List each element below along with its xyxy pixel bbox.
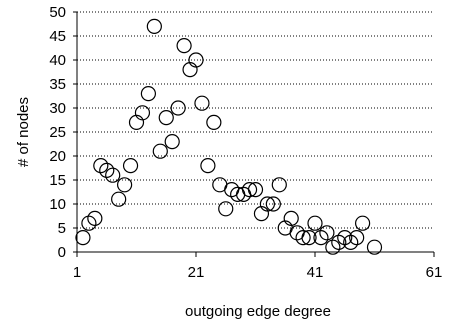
- data-point: [111, 191, 127, 207]
- data-point: [331, 234, 347, 250]
- data-point: [349, 230, 365, 246]
- data-point: [313, 230, 329, 246]
- data-point: [188, 52, 204, 68]
- data-point: [366, 239, 383, 255]
- data-point: [158, 109, 174, 126]
- gridlines: [77, 11, 434, 229]
- data-point: [134, 105, 151, 121]
- data-point: [271, 177, 287, 193]
- data-point: [140, 85, 156, 102]
- data-point: [170, 100, 186, 116]
- data-point: [295, 230, 311, 246]
- tick-labels: 0 5 10 15 20 25 30 35 40 45 50 1 21 41 61: [49, 4, 442, 281]
- data-point: [93, 158, 109, 174]
- data-point: [200, 158, 216, 174]
- y-tick-label: 30: [49, 100, 66, 117]
- data-point: [355, 215, 371, 231]
- data-points: [75, 18, 383, 255]
- y-tick-label: 40: [49, 52, 66, 69]
- data-point: [307, 215, 323, 231]
- data-point: [194, 95, 210, 111]
- x-tick-label: 61: [426, 264, 443, 281]
- y-axis-title: # of nodes: [15, 97, 32, 167]
- x-tick-label: 1: [73, 264, 81, 281]
- data-point: [99, 162, 115, 178]
- data-point: [259, 196, 275, 212]
- y-tick-label: 0: [58, 244, 66, 261]
- data-point: [337, 230, 353, 246]
- y-tick-label: 5: [58, 220, 66, 237]
- data-point: [87, 210, 103, 226]
- data-point: [75, 230, 91, 246]
- y-tick-label: 50: [49, 4, 66, 21]
- data-point: [343, 234, 359, 250]
- data-point: [146, 18, 162, 34]
- data-point: [105, 167, 121, 183]
- data-point: [325, 239, 341, 255]
- data-point: [283, 210, 299, 226]
- x-tick-label: 41: [307, 264, 324, 281]
- y-tick-label: 25: [49, 124, 66, 141]
- y-tick-label: 15: [49, 172, 66, 189]
- data-point: [152, 143, 168, 159]
- y-tick-label: 10: [49, 196, 66, 213]
- data-point: [81, 215, 97, 231]
- data-point: [176, 37, 192, 54]
- x-tick-label: 21: [188, 264, 205, 281]
- data-point: [122, 158, 139, 174]
- data-point: [301, 230, 317, 246]
- data-point: [116, 177, 133, 193]
- y-tick-label: 20: [49, 148, 66, 165]
- data-point: [241, 182, 258, 198]
- data-point: [319, 225, 335, 241]
- y-tick-label: 45: [49, 28, 66, 45]
- data-point: [218, 201, 234, 217]
- data-point: [265, 196, 281, 212]
- y-tick-label: 35: [49, 76, 66, 93]
- x-axis-title: outgoing edge degree: [185, 303, 331, 320]
- data-point: [247, 182, 264, 198]
- data-point: [164, 134, 180, 150]
- axes: [73, 11, 435, 257]
- data-point: [206, 114, 222, 131]
